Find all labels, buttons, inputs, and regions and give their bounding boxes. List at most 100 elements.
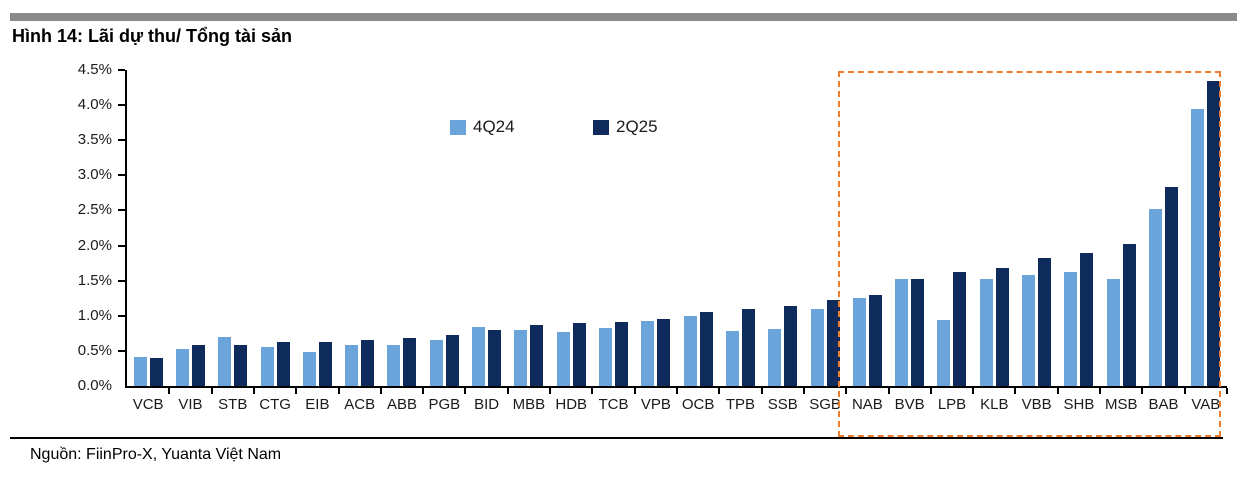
x-tick-mark	[210, 388, 213, 394]
bar-2q25-lpb	[953, 271, 967, 386]
bar-group-klb: KLB	[973, 70, 1017, 413]
bar-group-tcb: TCB	[592, 70, 636, 413]
bar-group-tpb: TPB	[719, 70, 763, 413]
x-tick-mark	[675, 388, 678, 394]
x-axis-label-acb: ACB	[344, 396, 376, 413]
x-axis-label-ctg: CTG	[259, 396, 291, 413]
x-axis-label-ocb: OCB	[681, 396, 715, 413]
highlight-box	[838, 71, 1221, 437]
bar-2q25-vbb	[1038, 258, 1052, 386]
bar-group-abb: ABB	[381, 70, 425, 413]
bar-4q24-ctg	[260, 346, 274, 386]
y-axis: 0.0% 0.5% 1.0% 1.5% 2.0% 2.5% 3.0% 3.5% 4.0% 4.5%	[0, 61, 125, 394]
bar-4q24-vbb	[1022, 275, 1036, 386]
bar-4q24-bvb	[895, 278, 909, 386]
bar-group-shb: SHB	[1058, 70, 1102, 413]
bar-group-lpb: LPB	[931, 70, 975, 413]
x-tick-mark	[1225, 388, 1228, 394]
x-tick-mark	[1014, 388, 1017, 394]
bar-2q25-ssb	[784, 305, 798, 386]
x-tick-mark	[168, 388, 171, 394]
bar-group-nab: NAB	[846, 70, 890, 413]
bar-4q24-abb	[387, 345, 401, 386]
bar-2q25-nab	[868, 294, 882, 386]
bar-group-ocb: OCB	[677, 70, 721, 413]
bar-4q24-tpb	[725, 330, 739, 386]
figure-title: Hình 14: Lãi dự thu/ Tổng tài sản	[12, 26, 293, 46]
x-axis-label-msb: MSB	[1104, 396, 1138, 413]
source-note: Nguồn: FiinPro-X, Yuanta Việt Nam	[30, 446, 282, 463]
bar-2q25-mbb	[530, 324, 544, 386]
bar-2q25-bid	[488, 329, 502, 386]
y-tick-label: 2.0%	[77, 236, 112, 254]
bar-2q25-vcb	[149, 357, 163, 386]
x-tick-mark	[802, 388, 805, 394]
bar-4q24-nab	[852, 298, 866, 386]
y-tick-mark	[118, 174, 125, 177]
bar-group-sgb: SGB	[804, 70, 848, 413]
top-divider-bar	[10, 13, 1237, 21]
x-tick-mark	[337, 388, 340, 394]
x-tick-mark	[464, 388, 467, 394]
bar-4q24-hdb	[556, 331, 570, 386]
x-tick-mark	[633, 388, 636, 394]
bar-group-hdb: HDB	[550, 70, 594, 413]
bar-group-ssb: SSB	[762, 70, 805, 413]
bar-group-vbb: VBB	[1015, 70, 1059, 413]
bar-4q24-tcb	[599, 327, 613, 386]
bar-group-pgb: PGB	[423, 70, 467, 413]
bar-2q25-acb	[361, 340, 375, 386]
y-tick-label: 0.0%	[77, 377, 112, 394]
bar-4q24-lpb	[937, 320, 951, 386]
bar-group-ctg: CTG	[254, 70, 298, 413]
bar-4q24-stb	[218, 336, 232, 386]
y-tick-label: 3.5%	[77, 131, 112, 149]
bar-4q24-bid	[472, 327, 486, 386]
bar-4q24-sgb	[810, 309, 824, 386]
bar-group-msb: MSB	[1100, 70, 1144, 413]
bar-2q25-bvb	[911, 279, 925, 386]
y-tick-label: 4.0%	[77, 96, 112, 114]
bar-4q24-msb	[1106, 278, 1120, 386]
x-axis-label-vab: VAB	[1191, 396, 1221, 413]
legend-item-2q25: 2Q25	[593, 117, 658, 137]
x-axis-label-mbb: MBB	[512, 396, 546, 413]
bar-group-bid: BID	[465, 70, 509, 413]
bottom-divider-line	[10, 437, 1223, 439]
x-tick-mark	[718, 388, 721, 394]
x-axis-label-eib: EIB	[305, 396, 330, 413]
y-tick-label: 1.5%	[77, 271, 112, 289]
bar-group-bab: BAB	[1142, 70, 1186, 413]
x-tick-mark	[591, 388, 594, 394]
x-axis-label-nab: NAB	[851, 396, 883, 413]
x-axis-label-lpb: LPB	[937, 396, 967, 413]
bar-2q25-vib	[191, 345, 205, 386]
legend-swatch-icon	[450, 119, 466, 135]
bar-2q25-tcb	[615, 322, 629, 386]
bar-2q25-stb	[234, 345, 248, 386]
x-tick-mark	[1056, 388, 1059, 394]
plot-area: VCB VIB STB CTG EIB ACB ABB PGB BID MBB HDB TCB VPB O…	[125, 70, 1228, 413]
x-axis-label-bab: BAB	[1148, 396, 1179, 413]
y-tick-mark	[118, 69, 125, 71]
bar-4q24-klb	[979, 279, 993, 386]
bar-2q25-eib	[318, 341, 332, 386]
x-tick-mark	[760, 388, 763, 394]
y-tick-label: 3.0%	[77, 166, 112, 184]
x-tick-mark	[887, 388, 890, 394]
x-axis-label-vib: VIB	[178, 396, 203, 413]
x-axis-label-hdb: HDB	[555, 396, 588, 413]
x-tick-mark	[506, 388, 509, 394]
legend-item-4q24: 4Q24	[450, 117, 515, 137]
bar-2q25-shb	[1080, 252, 1094, 386]
y-tick-mark	[118, 104, 125, 107]
bar-2q25-klb	[995, 268, 1009, 386]
x-tick-mark	[845, 388, 848, 394]
y-tick-mark	[118, 209, 125, 212]
bar-2q25-abb	[403, 338, 417, 386]
bar-4q24-eib	[302, 351, 316, 386]
bar-4q24-shb	[1064, 271, 1078, 386]
bar-4q24-acb	[345, 345, 359, 386]
bar-4q24-vab	[1191, 108, 1205, 386]
